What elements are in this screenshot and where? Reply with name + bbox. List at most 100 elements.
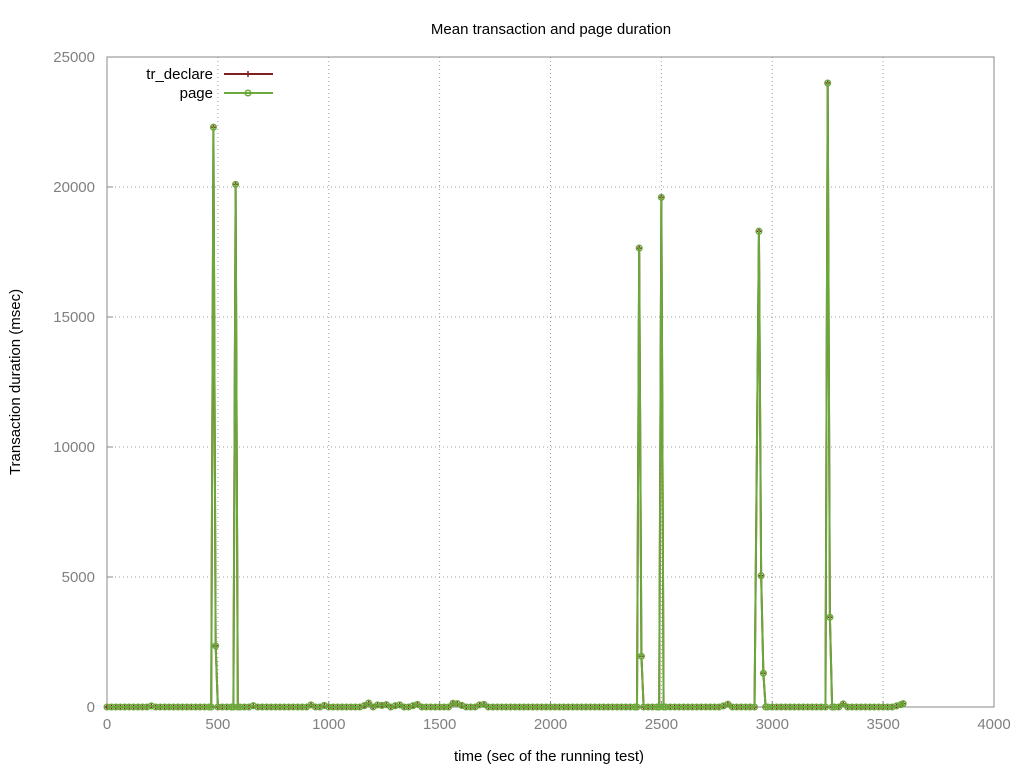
data-point-page — [152, 703, 160, 711]
x-tick-label: 500 — [205, 716, 230, 733]
data-point-page — [626, 703, 634, 711]
y-tick-label: 0 — [87, 699, 95, 716]
data-point-page — [489, 703, 497, 711]
y-tick-label: 20000 — [53, 179, 95, 196]
data-point-page — [121, 703, 129, 711]
data-point-page — [750, 703, 759, 711]
data-point-page — [475, 701, 484, 709]
data-point-page — [294, 703, 302, 711]
data-point-page — [875, 703, 883, 711]
series-layer — [103, 79, 907, 711]
x-tick-label: 3000 — [756, 716, 789, 733]
data-point-page — [285, 703, 293, 711]
data-point-page — [289, 703, 297, 711]
data-point-page — [431, 703, 439, 711]
data-point-page — [746, 703, 754, 711]
data-point-page — [405, 703, 413, 711]
data-point-page — [622, 703, 630, 711]
data-point-page — [899, 700, 907, 708]
data-point-page — [365, 699, 373, 707]
data-point-page — [742, 703, 750, 711]
data-point-page — [298, 703, 306, 711]
data-point-page — [444, 703, 453, 711]
data-point-page — [613, 703, 621, 711]
data-point-page — [161, 703, 169, 711]
legend-label: tr_declare — [146, 66, 213, 83]
data-point-page — [258, 703, 266, 711]
data-point-page — [493, 703, 501, 711]
data-point-page — [757, 572, 765, 580]
data-point-page — [817, 703, 825, 711]
legend-marker — [244, 89, 252, 97]
data-point-page — [680, 703, 688, 711]
data-point-page — [449, 699, 457, 707]
data-point-page — [844, 703, 852, 711]
data-point-page — [462, 703, 470, 711]
data-point-page — [813, 703, 821, 711]
data-point-page — [870, 703, 878, 711]
data-point-page — [130, 703, 138, 711]
data-point-page — [187, 703, 195, 711]
data-point-page — [378, 701, 386, 709]
data-point-page — [657, 193, 665, 201]
data-point-page — [617, 703, 626, 711]
data-point-page — [511, 703, 519, 711]
data-point-page — [329, 703, 337, 711]
data-point-page — [138, 703, 147, 711]
data-point-page — [422, 703, 430, 711]
data-point-page — [209, 123, 217, 131]
x-axis-label: time (sec of the running test) — [454, 748, 644, 765]
data-point-page — [768, 703, 776, 711]
data-point-page — [640, 703, 648, 711]
data-point-page — [824, 79, 832, 87]
data-point-page — [697, 703, 705, 711]
data-point-page — [573, 703, 581, 711]
data-point-page — [595, 703, 603, 711]
data-point-page — [569, 703, 577, 711]
data-point-page — [892, 702, 900, 710]
data-point-page — [653, 703, 661, 711]
data-point-page — [529, 703, 537, 711]
series-page — [103, 79, 907, 711]
data-point-page — [648, 703, 657, 711]
data-point-page — [125, 703, 133, 711]
data-point-page — [234, 703, 242, 711]
data-point-page — [706, 703, 714, 711]
data-point-page — [577, 703, 586, 711]
data-point-page — [786, 703, 794, 711]
x-tick-label: 1500 — [423, 716, 456, 733]
data-point-page — [427, 703, 435, 711]
data-point-page — [254, 703, 262, 711]
data-point-page — [387, 703, 395, 711]
data-point-page — [604, 703, 612, 711]
data-point-page — [515, 703, 524, 711]
data-point-page — [684, 703, 692, 711]
data-point-page — [218, 703, 226, 711]
x-tick-label: 3500 — [866, 716, 899, 733]
data-point-page — [192, 703, 200, 711]
data-point-page — [134, 703, 142, 711]
data-point-page — [693, 703, 701, 711]
data-point-page — [879, 703, 887, 711]
data-point-page — [538, 703, 546, 711]
data-point-page — [311, 703, 319, 711]
data-point-page — [609, 703, 617, 711]
data-point-page — [777, 703, 785, 711]
data-point-page — [183, 703, 191, 711]
x-tick-label: 0 — [103, 716, 111, 733]
chart-title: Mean transaction and page duration — [431, 21, 671, 38]
data-point-page — [356, 703, 364, 711]
legend-item-tr-declare: tr_declare — [146, 66, 273, 83]
data-point-page — [325, 703, 333, 711]
x-tick-label: 2000 — [534, 716, 567, 733]
data-point-page — [112, 703, 120, 711]
data-point-page — [884, 703, 892, 711]
y-axis-ticks: 0 5000 10000 15000 20000 25000 — [53, 49, 113, 716]
data-point-page — [660, 703, 668, 711]
data-point-page — [178, 703, 186, 711]
data-point-page — [205, 703, 213, 711]
data-point-page — [227, 703, 235, 711]
data-point-page — [271, 703, 280, 711]
data-point-page — [688, 703, 696, 711]
